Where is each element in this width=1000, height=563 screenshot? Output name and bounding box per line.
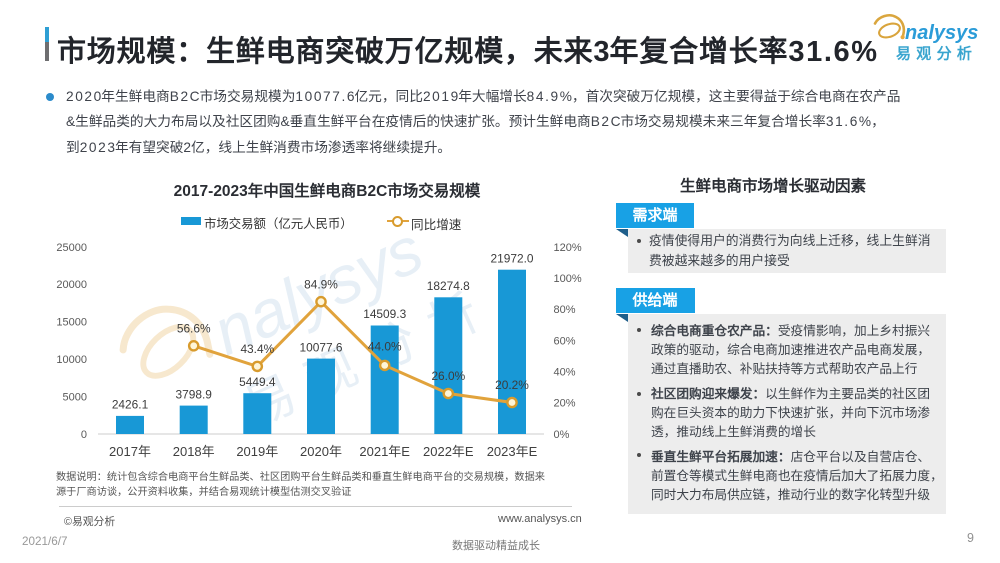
svg-text:2022年E: 2022年E bbox=[423, 444, 474, 459]
svg-text:26.0%: 26.0% bbox=[431, 369, 465, 383]
svg-text:80%: 80% bbox=[554, 304, 576, 316]
svg-text:25000: 25000 bbox=[56, 242, 87, 254]
svg-text:14509.3: 14509.3 bbox=[363, 307, 406, 321]
svg-text:40%: 40% bbox=[554, 367, 576, 379]
svg-text:60%: 60% bbox=[554, 335, 576, 347]
svg-text:18274.8: 18274.8 bbox=[427, 279, 470, 293]
svg-text:5000: 5000 bbox=[63, 391, 87, 403]
svg-text:2019年: 2019年 bbox=[236, 444, 278, 459]
svg-text:10000: 10000 bbox=[56, 354, 87, 366]
svg-text:5449.4: 5449.4 bbox=[239, 375, 276, 389]
svg-text:20.2%: 20.2% bbox=[495, 378, 529, 392]
svg-text:nalysys: nalysys bbox=[905, 22, 978, 44]
svg-text:43.4%: 43.4% bbox=[240, 342, 274, 356]
svg-text:2017年: 2017年 bbox=[109, 444, 151, 459]
svg-text:120%: 120% bbox=[554, 242, 582, 254]
svg-text:2018年: 2018年 bbox=[173, 444, 215, 459]
svg-text:2020年: 2020年 bbox=[300, 444, 342, 459]
svg-text:44.0%: 44.0% bbox=[368, 340, 402, 354]
svg-text:15000: 15000 bbox=[56, 317, 87, 329]
svg-text:20%: 20% bbox=[554, 398, 576, 410]
svg-text:10077.6: 10077.6 bbox=[300, 340, 343, 354]
svg-text:易观分析: 易观分析 bbox=[896, 45, 977, 63]
svg-text:56.6%: 56.6% bbox=[177, 322, 211, 336]
svg-text:20000: 20000 bbox=[56, 279, 87, 291]
svg-text:100%: 100% bbox=[554, 273, 582, 285]
svg-text:2426.1: 2426.1 bbox=[112, 398, 149, 412]
svg-text:2023年E: 2023年E bbox=[487, 444, 538, 459]
svg-text:3798.9: 3798.9 bbox=[176, 387, 213, 401]
svg-text:84.9%: 84.9% bbox=[304, 278, 338, 292]
svg-text:0%: 0% bbox=[554, 429, 570, 441]
svg-text:2021年E: 2021年E bbox=[359, 444, 410, 459]
svg-text:21972.0: 21972.0 bbox=[491, 251, 534, 265]
svg-text:0: 0 bbox=[81, 429, 87, 441]
